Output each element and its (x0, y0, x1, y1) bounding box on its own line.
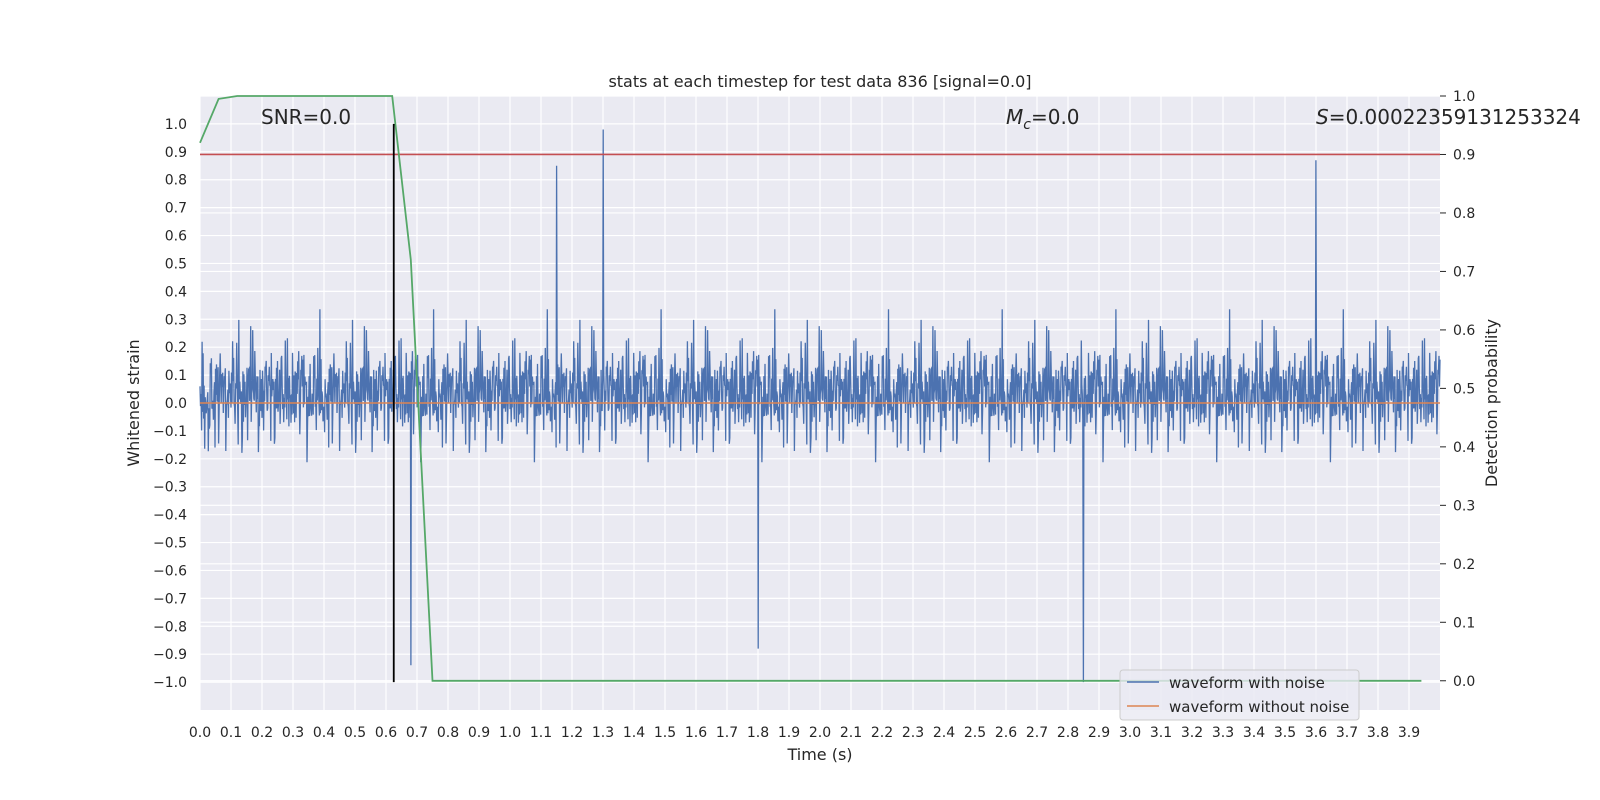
legend-box (1119, 669, 1360, 721)
mc-annotation: Mc=0.0 (1006, 105, 1080, 133)
x-tick-label: 2.3 (902, 725, 924, 741)
y2-tick-label: 0.8 (1453, 206, 1475, 222)
x-tick-label: 0.5 (344, 725, 366, 741)
x-tick-label: 0.1 (220, 725, 242, 741)
x-tick-label: 1.5 (654, 725, 676, 741)
series-line-detection-probability (199, 95, 1422, 682)
y-tick-label: −0.4 (153, 508, 187, 524)
y-tick-label: −1.0 (153, 675, 187, 691)
x-tick-label: 2.6 (995, 725, 1017, 741)
x-axis-ticks: 0.0 0.1 0.2 0.3 0.4 0.5 0.6 0.7 0.8 0.9 1.0 1.1 1.2 1… (189, 725, 1420, 741)
s-symbol: S (1316, 105, 1329, 129)
s-value: =0.00022359131253324 (1329, 105, 1581, 129)
y2-tick-label: 0.3 (1453, 498, 1475, 514)
legend-label-clean: waveform without noise (1169, 698, 1349, 716)
x-tick-label: 1.0 (499, 725, 521, 741)
x-tick-label: 3.4 (1243, 725, 1265, 741)
y-tick-label: −0.3 (153, 480, 187, 496)
y-tick-label: 0.7 (165, 201, 187, 217)
y-tick-label: −0.2 (153, 452, 187, 468)
mc-symbol: M (1006, 105, 1023, 129)
x-tick-label: 2.4 (933, 725, 955, 741)
mc-value: =0.0 (1031, 105, 1080, 129)
x-tick-label: 3.3 (1212, 725, 1234, 741)
x-tick-label: 1.1 (530, 725, 552, 741)
x-tick-label: 0.7 (406, 725, 428, 741)
mc-subscript: c (1023, 117, 1031, 133)
x-tick-label: 0.9 (468, 725, 490, 741)
x-tick-label: 2.1 (840, 725, 862, 741)
y-tick-label: 1.0 (165, 117, 187, 133)
y-tick-label: 0.9 (165, 145, 187, 161)
y-tick-label: 0.6 (165, 229, 187, 245)
x-tick-label: 0.4 (313, 725, 335, 741)
x-tick-label: 2.8 (1057, 725, 1079, 741)
y-tick-label: 0.0 (165, 396, 187, 412)
y2-tick-label: 0.6 (1453, 323, 1475, 339)
x-tick-label: 1.9 (778, 725, 800, 741)
x-tick-label: 0.3 (282, 725, 304, 741)
x-tick-label: 0.8 (437, 725, 459, 741)
x-tick-label: 3.2 (1181, 725, 1203, 741)
y-tick-label: −0.1 (153, 424, 187, 440)
legend-label-noise: waveform with noise (1169, 674, 1325, 692)
y-tick-label: −0.7 (153, 591, 187, 607)
x-tick-label: 3.8 (1367, 725, 1389, 741)
overlay-lines (199, 95, 1440, 683)
y-tick-label: 0.8 (165, 173, 187, 189)
y2-tick-label: 0.7 (1453, 264, 1475, 280)
y-tick-label: 0.2 (165, 340, 187, 356)
x-axis-label: Time (s) (786, 745, 852, 764)
x-tick-label: 3.0 (1119, 725, 1141, 741)
x-tick-label: 3.1 (1150, 725, 1172, 741)
snr-annotation: SNR=0.0 (261, 105, 351, 129)
y-tick-label: −0.9 (153, 647, 187, 663)
y2-axis-label: Detection probability (1482, 319, 1501, 487)
x-tick-label: 1.8 (747, 725, 769, 741)
x-tick-label: 2.7 (1026, 725, 1048, 741)
y-tick-label: 0.4 (165, 284, 187, 300)
y-axis-label: Whitened strain (124, 339, 143, 466)
chart-title: stats at each timestep for test data 836… (608, 72, 1031, 91)
y2-tick-label: 0.1 (1453, 615, 1475, 631)
y-axis-ticks: 1.0 0.9 0.8 0.7 0.6 0.5 0.4 0.3 0.2 0.1 0.0 −0.1 −0.… (153, 117, 187, 691)
x-tick-label: 3.6 (1305, 725, 1327, 741)
x-tick-label: 1.6 (685, 725, 707, 741)
x-tick-label: 1.4 (623, 725, 645, 741)
x-tick-label: 0.0 (189, 725, 211, 741)
x-tick-label: 1.3 (592, 725, 614, 741)
y2-tick-label: 0.5 (1453, 381, 1475, 397)
y-tick-label: −0.5 (153, 536, 187, 552)
x-tick-label: 2.5 (964, 725, 986, 741)
y2-tick-label: 0.9 (1453, 147, 1475, 163)
y2-tick-label: 0.4 (1453, 440, 1475, 456)
y-tick-label: −0.8 (153, 619, 187, 635)
legend: waveform with noise waveform without noi… (1119, 669, 1360, 721)
x-tick-label: 3.9 (1398, 725, 1420, 741)
x-tick-label: 3.5 (1274, 725, 1296, 741)
y2-tick-label: 1.0 (1453, 89, 1475, 105)
x-tick-label: 1.2 (561, 725, 583, 741)
x-tick-label: 3.7 (1336, 725, 1358, 741)
x-tick-label: 0.6 (375, 725, 397, 741)
x-tick-label: 2.0 (809, 725, 831, 741)
x-tick-label: 2.2 (871, 725, 893, 741)
series-waveform-with-noise (199, 129, 1441, 683)
y-tick-label: −0.6 (153, 563, 187, 579)
y2-tick-label: 0.0 (1453, 674, 1475, 690)
series-line-waveform-with-noise (199, 129, 1441, 683)
y-tick-label: 0.3 (165, 312, 187, 328)
y2-axis-ticks: 1.0 0.9 0.8 0.7 0.6 0.5 0.4 0.3 0.2 0.1 0.0 (1440, 89, 1475, 690)
y2-tick-label: 0.2 (1453, 557, 1475, 573)
x-tick-label: 0.2 (251, 725, 273, 741)
x-tick-label: 1.7 (716, 725, 738, 741)
x-tick-label: 2.9 (1088, 725, 1110, 741)
y-tick-label: 0.1 (165, 368, 187, 384)
s-annotation: S=0.00022359131253324 (1316, 105, 1581, 129)
y-tick-label: 0.5 (165, 256, 187, 272)
